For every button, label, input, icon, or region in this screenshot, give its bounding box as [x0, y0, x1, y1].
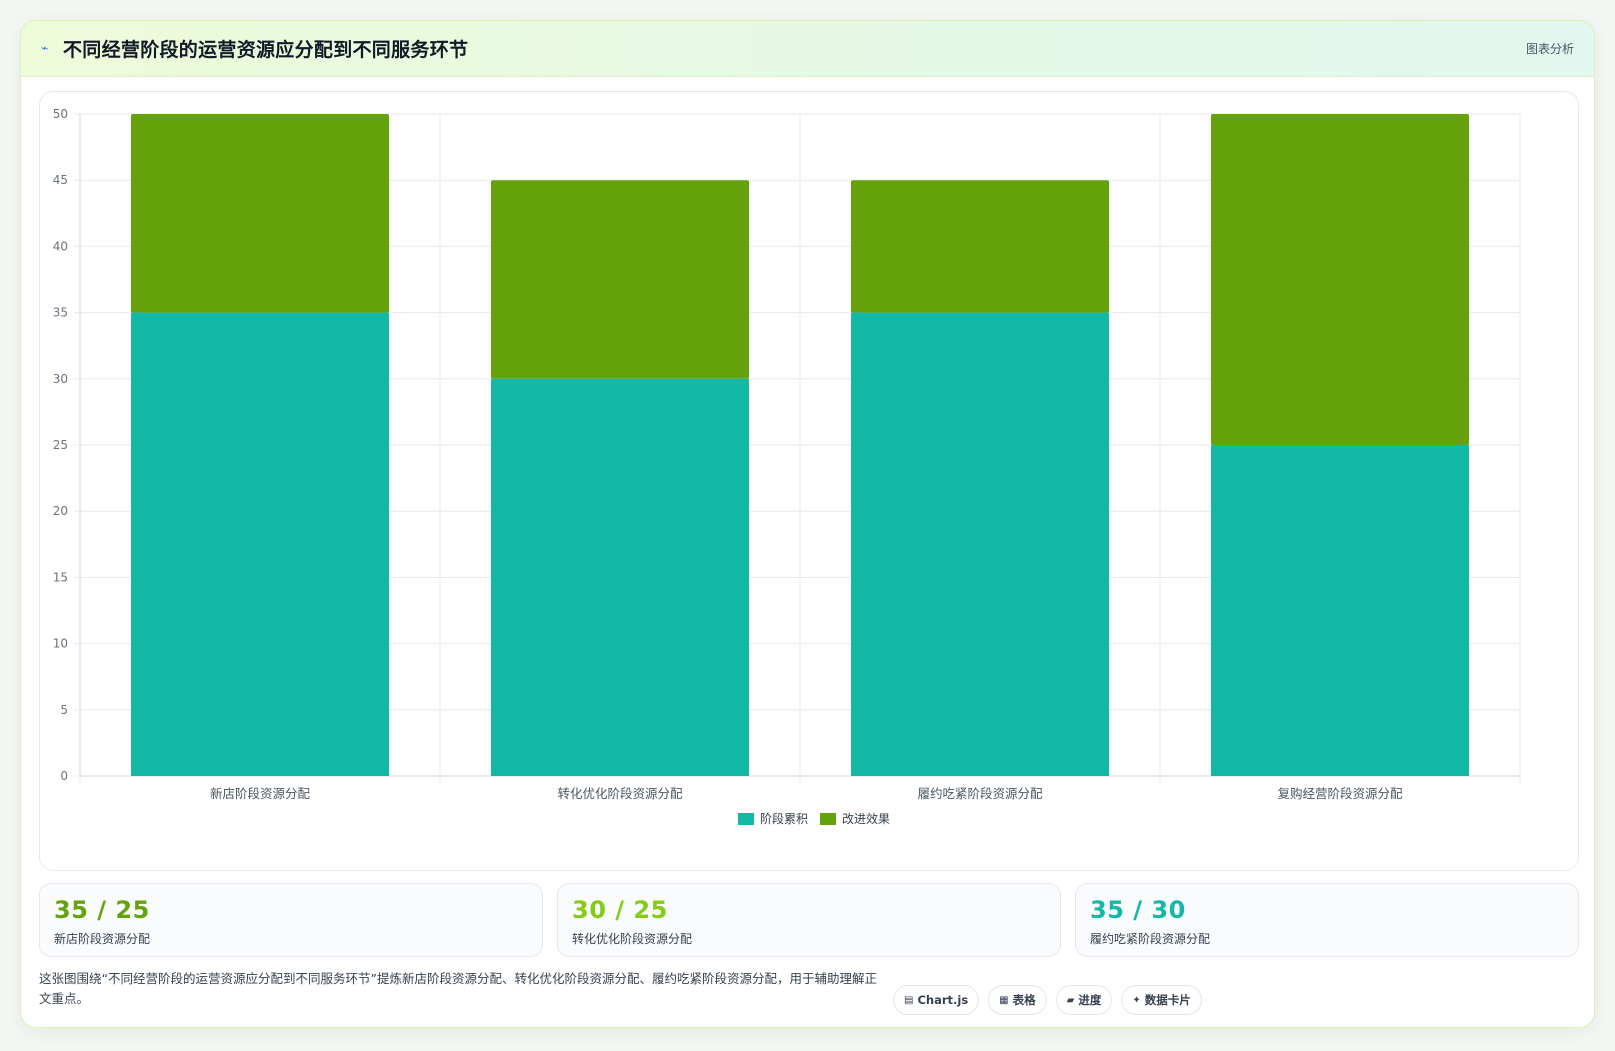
- legend-label: 阶段累积: [760, 811, 808, 826]
- x-tick-label: 履约吃紧阶段资源分配: [917, 786, 1043, 801]
- bar-segment: [131, 114, 389, 313]
- progress-icon: ▰: [1066, 994, 1075, 1006]
- y-tick-label: 15: [53, 570, 68, 584]
- pill-label: 数据卡片: [1144, 993, 1191, 1007]
- bar-segment: [1211, 445, 1469, 776]
- chart-icon: ▤: [904, 994, 914, 1006]
- bar-segment: [851, 312, 1109, 776]
- pill-label: Chart.js: [917, 993, 969, 1007]
- bar-segment: [1211, 114, 1469, 445]
- y-tick-label: 30: [53, 372, 68, 386]
- x-tick-label: 新店阶段资源分配: [210, 786, 311, 801]
- pill-progress[interactable]: ▰ 进度: [1055, 985, 1113, 1015]
- bar-segment: [131, 312, 389, 776]
- stat-label: 履约吃紧阶段资源分配: [1090, 932, 1211, 946]
- legend-swatch: [738, 813, 754, 825]
- pill-label: 进度: [1078, 993, 1102, 1007]
- x-tick-label: 复购经营阶段资源分配: [1277, 786, 1403, 801]
- stat-value: 30 / 25: [572, 896, 668, 924]
- stat-card: 30 / 25 转化优化阶段资源分配: [557, 883, 1061, 957]
- y-tick-label: 5: [60, 703, 68, 717]
- sparkle-icon: ✦: [1132, 994, 1141, 1006]
- stat-card: 35 / 30 履约吃紧阶段资源分配: [1075, 883, 1579, 957]
- legend-label: 改进效果: [842, 811, 890, 826]
- x-tick-label: 转化优化阶段资源分配: [557, 786, 683, 801]
- stat-label: 转化优化阶段资源分配: [572, 932, 693, 946]
- y-tick-label: 50: [53, 107, 68, 121]
- pill-chartjs[interactable]: ▤ Chart.js: [893, 985, 980, 1015]
- stat-label: 新店阶段资源分配: [54, 932, 151, 946]
- card-header: ⌁ 不同经营阶段的运营资源应分配到不同服务环节 图表分析: [21, 21, 1594, 77]
- stat-cards: 35 / 25 新店阶段资源分配 30 / 25 转化优化阶段资源分配 35 /…: [39, 883, 1579, 957]
- y-tick-label: 0: [60, 769, 68, 783]
- chart-card: ⌁ 不同经营阶段的运营资源应分配到不同服务环节 图表分析 0 5 10 15 20 25 3…: [20, 20, 1595, 1028]
- y-tick-label: 25: [53, 438, 68, 452]
- bar-segment: [851, 180, 1109, 313]
- card-title: 不同经营阶段的运营资源应分配到不同服务环节: [63, 39, 469, 61]
- y-tick-label: 10: [53, 637, 68, 651]
- table-icon: ▦: [999, 994, 1009, 1006]
- pill-table[interactable]: ▦ 表格: [988, 985, 1047, 1015]
- chart-description: 这张图围绕“不同经营阶段的运营资源应分配到不同服务环节”提炼新店阶段资源分配、转…: [39, 971, 877, 1006]
- tag-pills: ▤ Chart.js ▦ 表格 ▰ 进度 ✦ 数据卡片: [893, 985, 1202, 1015]
- chart-line-icon: ⌁: [41, 41, 49, 55]
- pill-label: 表格: [1012, 993, 1036, 1007]
- stat-value: 35 / 30: [1090, 896, 1186, 924]
- legend-swatch: [820, 813, 836, 825]
- chart-analysis-tag: 图表分析: [1525, 42, 1574, 56]
- y-tick-label: 20: [53, 504, 68, 518]
- pill-data-card[interactable]: ✦ 数据卡片: [1121, 985, 1202, 1015]
- y-tick-label: 40: [53, 239, 68, 253]
- bar-segment: [491, 180, 749, 379]
- y-tick-label: 45: [53, 173, 68, 187]
- stat-card: 35 / 25 新店阶段资源分配: [39, 883, 543, 957]
- stat-value: 35 / 25: [54, 896, 150, 924]
- bar-segment: [491, 378, 749, 776]
- y-tick-label: 35: [53, 306, 68, 320]
- chart-panel: 0 5 10 15 20 25 30 35 40 45 50 新店阶段资源分配 转化优化阶段资源分配 履约…: [39, 91, 1579, 871]
- stacked-bar-chart: 0 5 10 15 20 25 30 35 40 45 50 新店阶段资源分配 转化优化阶段资源分配 履约…: [53, 107, 1521, 826]
